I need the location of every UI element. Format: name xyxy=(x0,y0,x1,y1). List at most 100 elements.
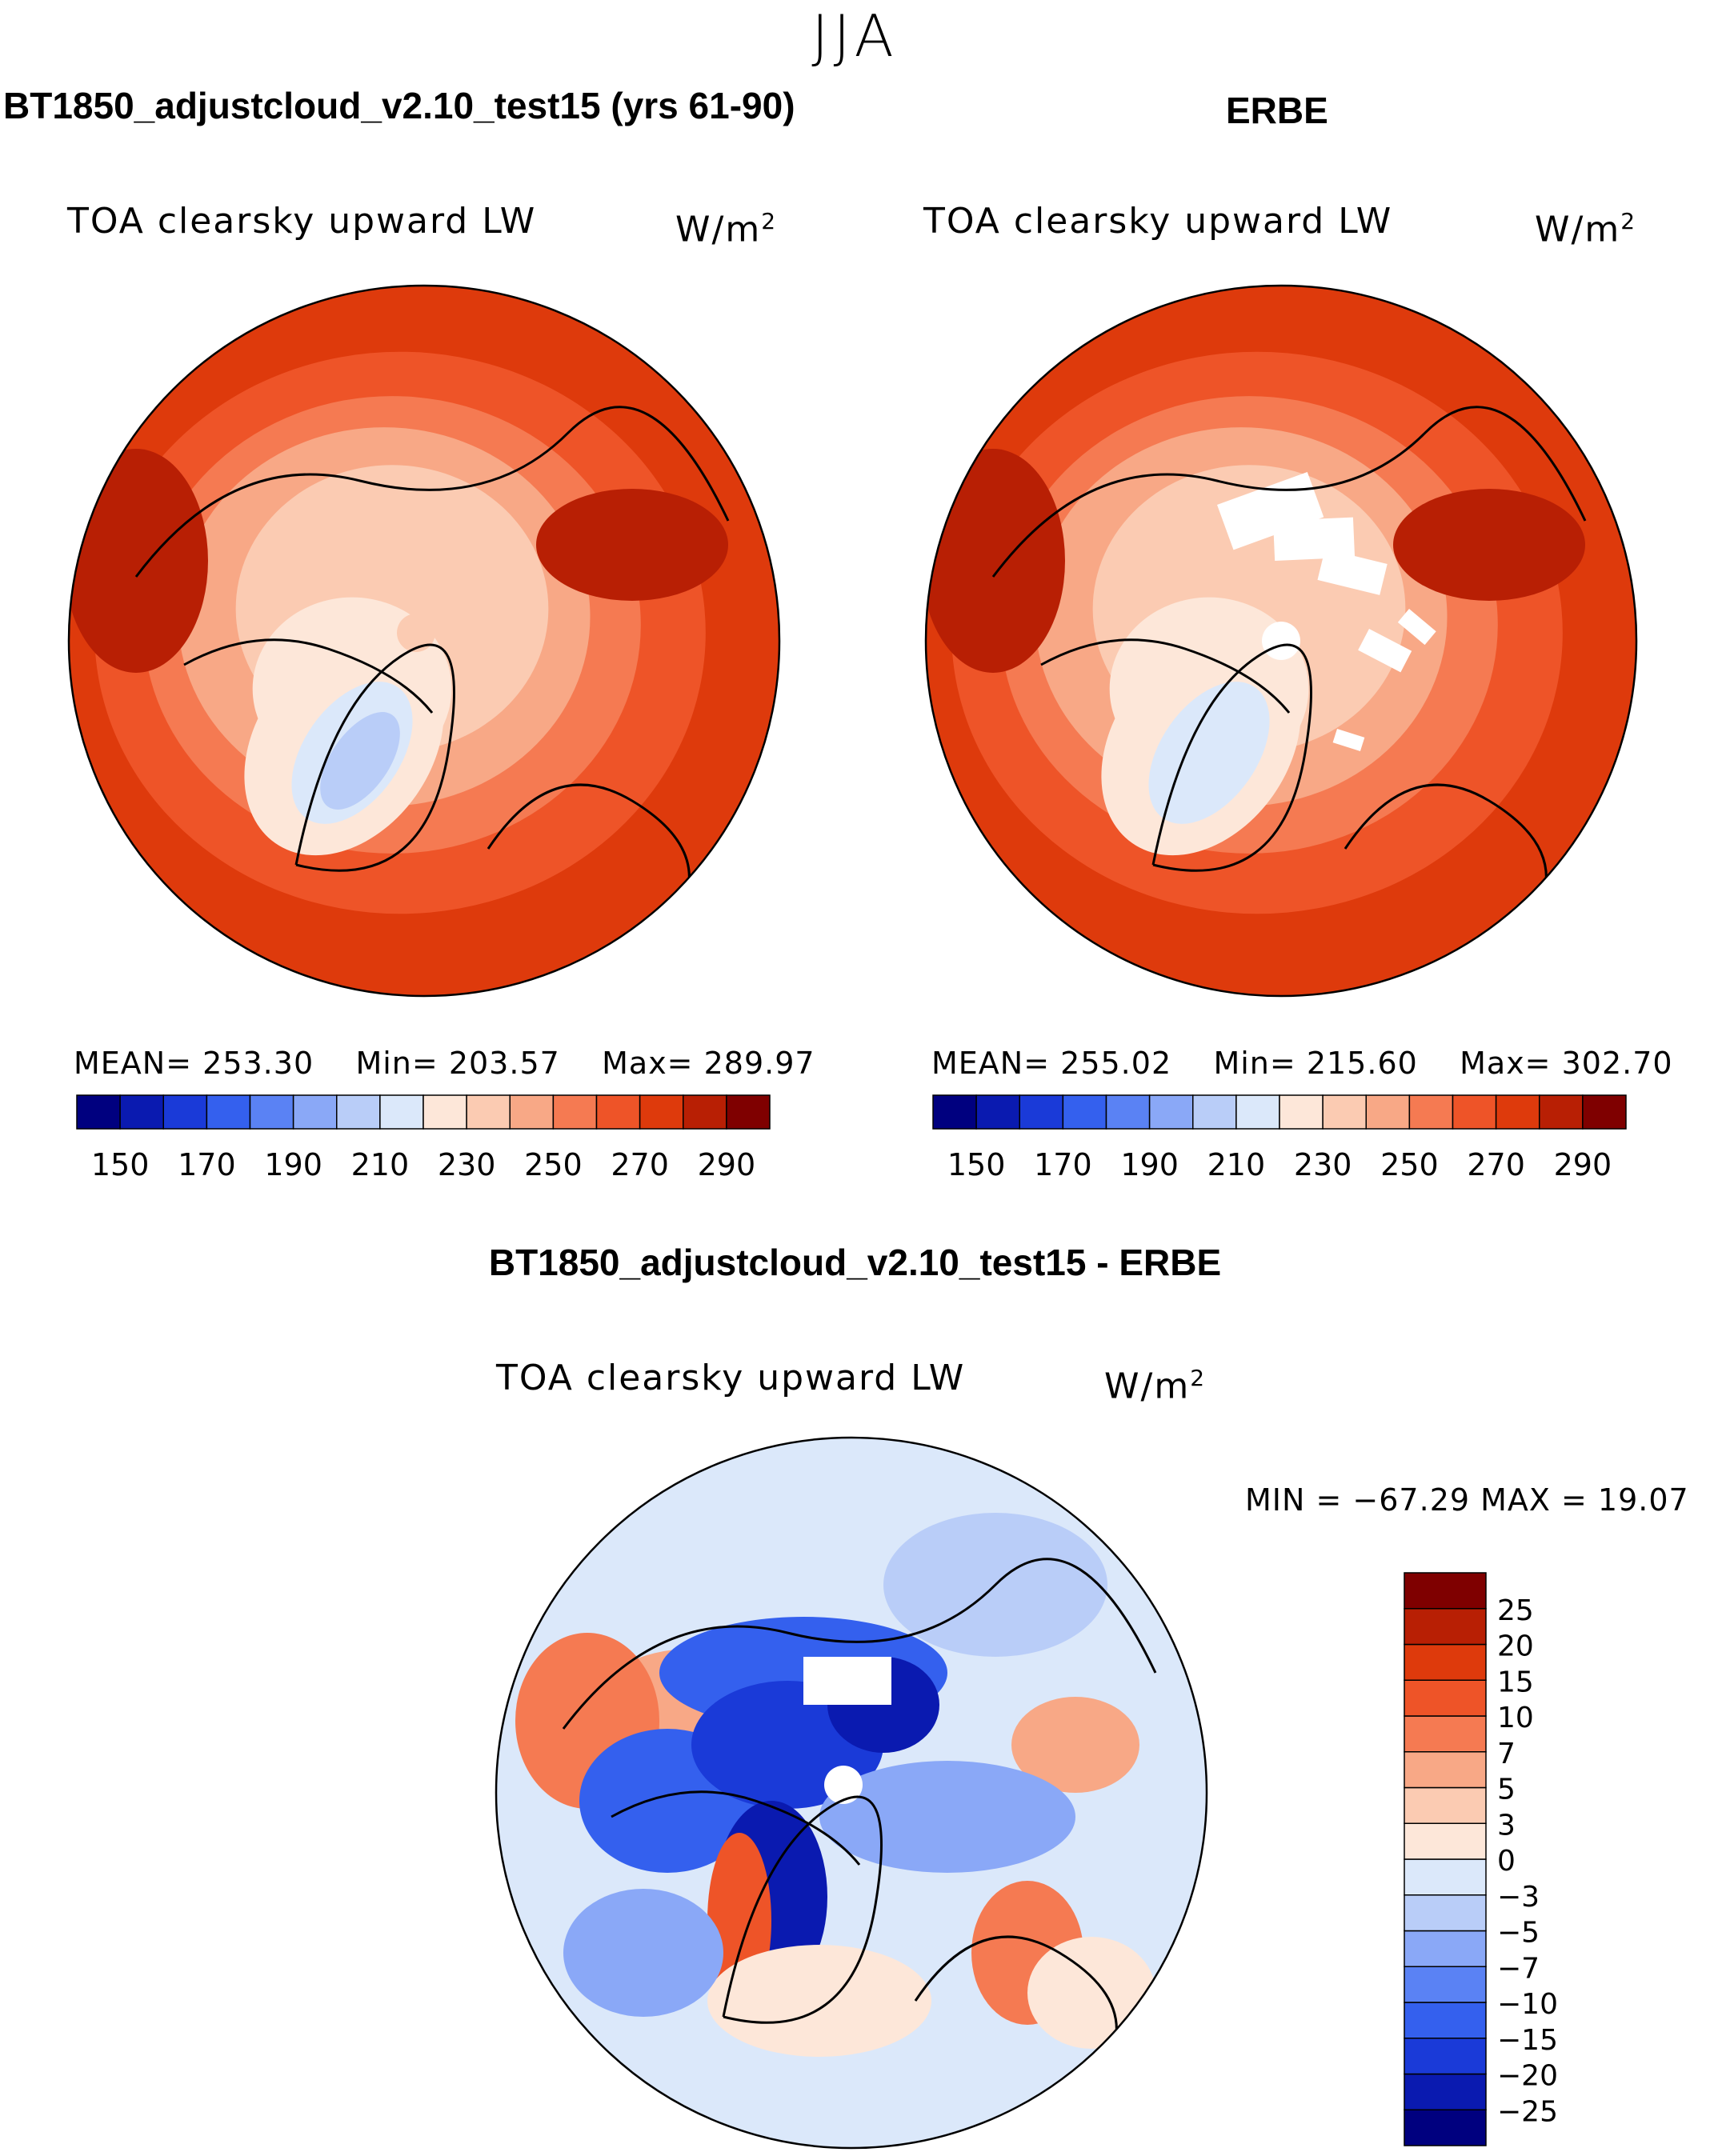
colorbar-swatch xyxy=(1235,1094,1280,1130)
colorbar-swatch xyxy=(206,1094,251,1130)
colorbar-tick-label: −25 xyxy=(1497,2095,1558,2128)
colorbar-swatch xyxy=(1148,1094,1194,1130)
coastline xyxy=(134,406,730,914)
colorbar-swatch xyxy=(1404,2109,1487,2146)
contour-band xyxy=(536,489,728,601)
colorbar-swatch xyxy=(422,1094,467,1130)
colorbar-swatch xyxy=(1404,1930,1487,1967)
coastline xyxy=(991,406,1587,914)
colorbar-swatch xyxy=(1539,1094,1584,1130)
colorbar-swatch xyxy=(1404,1679,1487,1717)
colorbar-tick-label: 170 xyxy=(1034,1147,1092,1182)
contour-band xyxy=(1148,682,1270,824)
colorbar-swatch xyxy=(1495,1094,1540,1130)
colorbar-tick-label: 190 xyxy=(264,1147,322,1182)
colorbar-tick-label: 230 xyxy=(1294,1147,1352,1182)
missing-data-patch xyxy=(1332,729,1365,751)
missing-data-patch xyxy=(1397,609,1436,646)
missing-data-patch xyxy=(1217,471,1324,550)
colorbar-swatch xyxy=(595,1094,641,1130)
colorbar-swatch xyxy=(1404,2073,1487,2110)
colorbar-tick-label: −10 xyxy=(1497,1988,1558,2021)
colorbar-swatch xyxy=(1404,1643,1487,1681)
colorbar-tick-label: 7 xyxy=(1497,1738,1516,1770)
panel-3-title: BT1850_adjustcloud_v2.10_test15 - ERBE xyxy=(488,1242,1222,1283)
colorbar-swatch xyxy=(509,1094,555,1130)
panel-2-subtitle: TOA clearsky upward LW xyxy=(923,201,1393,242)
pole-marker xyxy=(1262,622,1300,660)
colorbar-swatch xyxy=(1404,1894,1487,1932)
panel-1-title: BT1850_adjustcloud_v2.10_test15 (yrs 61-… xyxy=(3,85,795,126)
colorbar-swatch xyxy=(1452,1094,1497,1130)
colorbar-swatch xyxy=(1404,1608,1487,1646)
colorbar-swatch xyxy=(726,1094,771,1130)
colorbar-tick-label: 210 xyxy=(351,1147,410,1182)
colorbar-swatch xyxy=(249,1094,294,1130)
colorbar-swatch xyxy=(1322,1094,1367,1130)
missing-data-patch xyxy=(803,1657,891,1705)
colorbar-tick-label: 5 xyxy=(1497,1774,1516,1806)
contour-band xyxy=(926,449,1065,673)
colorbar-tick-label: −5 xyxy=(1497,1917,1540,1950)
colorbar-tick-label: 10 xyxy=(1497,1702,1534,1734)
colorbar-tick-label: 0 xyxy=(1497,1845,1516,1878)
panel-1-subtitle: TOA clearsky upward LW xyxy=(67,201,537,242)
contour-band xyxy=(69,449,208,673)
colorbar-swatch xyxy=(1404,2002,1487,2039)
contour-band xyxy=(1027,1937,1155,2049)
colorbar-swatch xyxy=(1404,1715,1487,1753)
contour-band xyxy=(563,1889,723,2017)
panel-1-stats: MEAN= 253.30 Min= 203.57 Max= 289.97 xyxy=(74,1046,815,1081)
missing-data-patch xyxy=(1317,548,1388,595)
season-title: JJA xyxy=(811,2,899,70)
colorbar-swatch xyxy=(1279,1094,1324,1130)
colorbar-tick-label: −3 xyxy=(1497,1881,1540,1914)
map-border xyxy=(67,284,781,998)
colorbar-swatch xyxy=(1404,2038,1487,2075)
colorbar-tick-label: 230 xyxy=(438,1147,496,1182)
colorbar-swatch xyxy=(1404,1751,1487,1789)
colorbar-swatch xyxy=(1192,1094,1237,1130)
contour-band xyxy=(819,1761,1075,1873)
colorbar-tick-label: 270 xyxy=(611,1147,669,1182)
contour-band xyxy=(1011,1697,1139,1793)
colorbar-2: 150 170 190 210 230 250 270 290 xyxy=(932,1094,1627,1182)
colorbar-swatch xyxy=(552,1094,598,1130)
colorbar-swatch xyxy=(975,1094,1020,1130)
contour-band xyxy=(707,1945,931,2057)
colorbar-swatch xyxy=(292,1094,338,1130)
pole-marker xyxy=(397,614,435,652)
colorbar-swatch xyxy=(379,1094,424,1130)
colorbar-swatch xyxy=(1582,1094,1627,1130)
colorbar-swatch xyxy=(683,1094,727,1130)
colorbar-swatch xyxy=(76,1094,121,1130)
map-border xyxy=(495,1436,1208,2150)
map-field-1 xyxy=(69,286,779,996)
colorbar-swatch xyxy=(932,1094,977,1130)
panel-2-title: ERBE xyxy=(1226,90,1328,131)
colorbar-swatch xyxy=(1404,1966,1487,2003)
colorbar-tick-label: −20 xyxy=(1497,2060,1558,2093)
panel-2-units: W/m2 xyxy=(1535,208,1637,250)
colorbar-swatch xyxy=(162,1094,208,1130)
panel-3-stats: MIN = −67.29 MAX = 19.07 xyxy=(1245,1482,1689,1518)
colorbar-tick-label: 250 xyxy=(1380,1147,1439,1182)
colorbar-swatch xyxy=(1365,1094,1411,1130)
colorbar-tick-label: 3 xyxy=(1497,1809,1516,1842)
colorbar-swatch xyxy=(639,1094,684,1130)
colorbar-tick-label: 150 xyxy=(947,1147,1006,1182)
colorbar-swatch xyxy=(1404,1786,1487,1824)
colorbar-tick-label: 170 xyxy=(178,1147,236,1182)
map-field-3 xyxy=(496,1438,1207,2148)
colorbar-tick-label: 20 xyxy=(1497,1630,1534,1663)
colorbar-swatch xyxy=(1105,1094,1151,1130)
missing-data-patch xyxy=(1273,517,1356,561)
colorbar-tick-label: 190 xyxy=(1120,1147,1179,1182)
colorbar-tick-label: 270 xyxy=(1467,1147,1525,1182)
contour-band xyxy=(320,712,400,810)
colorbar-swatch xyxy=(1404,1572,1487,1610)
panel-1-units: W/m2 xyxy=(675,208,778,250)
map-field-2 xyxy=(926,286,1636,996)
contour-band xyxy=(1393,489,1585,601)
